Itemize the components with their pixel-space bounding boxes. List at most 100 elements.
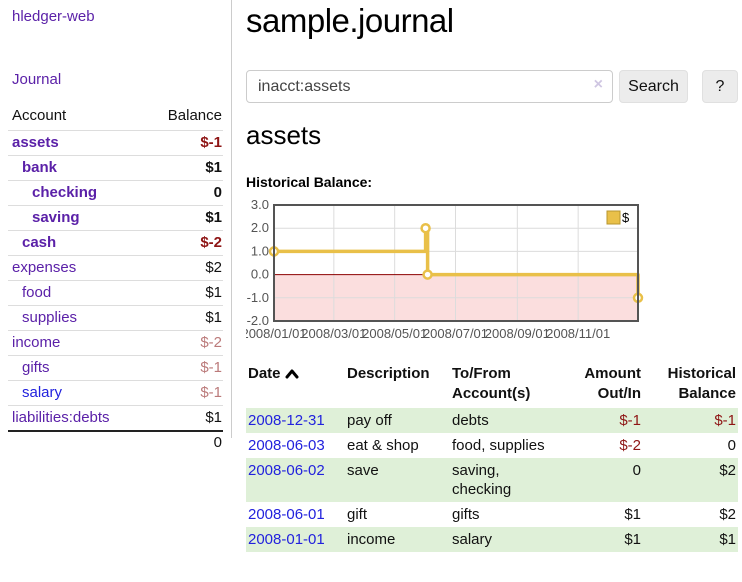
account-balance: $2 (205, 259, 222, 276)
transaction-accounts: salary (452, 531, 493, 548)
account-balance: $1 (205, 284, 222, 301)
brand-link[interactable]: hledger-web (12, 8, 95, 25)
account-link[interactable]: supplies (22, 309, 78, 326)
account-heading: assets (246, 120, 322, 150)
register-row: 2008-01-01 income salary $1 $1 (246, 527, 738, 552)
transaction-date-link[interactable]: 2008-06-02 (248, 462, 325, 479)
search-box: × (246, 70, 613, 103)
transaction-accounts: gifts (452, 506, 480, 523)
account-balance: $-1 (200, 134, 222, 151)
transaction-description: pay off (347, 412, 392, 429)
transaction-amount: $-1 (619, 412, 641, 429)
clear-search-icon[interactable]: × (593, 76, 603, 93)
svg-text:-2.0: -2.0 (247, 313, 269, 328)
svg-text:1.0: 1.0 (251, 243, 269, 258)
search-input[interactable] (246, 70, 613, 103)
svg-text:2008/03/01: 2008/03/01 (301, 326, 366, 341)
transaction-amount: $-2 (619, 437, 641, 454)
svg-text:2008/09/01: 2008/09/01 (485, 326, 550, 341)
account-link[interactable]: income (12, 334, 61, 351)
transaction-balance: 0 (727, 437, 736, 454)
register-header-date[interactable]: Date (246, 360, 345, 408)
account-link[interactable]: salary (22, 384, 63, 401)
transaction-description: income (347, 531, 396, 548)
account-link[interactable]: food (22, 284, 52, 301)
sort-asc-icon (285, 369, 299, 379)
transaction-date-link[interactable]: 2008-12-31 (248, 412, 325, 429)
account-balance: $1 (205, 309, 222, 326)
transaction-date-link[interactable]: 2008-01-01 (248, 531, 325, 548)
search-button[interactable]: Search (619, 70, 688, 103)
register-header-description: Description (347, 365, 430, 382)
svg-text:0.0: 0.0 (251, 267, 269, 282)
account-link[interactable]: checking (32, 184, 98, 201)
svg-text:2008/07/01: 2008/07/01 (423, 326, 488, 341)
svg-text:2.0: 2.0 (251, 220, 269, 235)
account-row-saving: saving $1 (8, 205, 223, 231)
register-header-historical-balance: Historical Balance (667, 365, 736, 402)
transaction-amount: $1 (624, 506, 641, 523)
svg-text:3.0: 3.0 (251, 198, 269, 212)
account-balance: $1 (205, 209, 222, 226)
sidebar-item-journal[interactable]: Journal (12, 71, 62, 88)
register-row: 2008-06-01 gift gifts $1 $2 (246, 502, 738, 527)
register-header-to-from-account-s-: To/From Account(s) (452, 365, 531, 402)
transaction-balance: $-1 (714, 412, 736, 429)
help-button[interactable]: ? (702, 70, 738, 103)
account-row-salary: salary $-1 (8, 380, 223, 406)
svg-text:2008/11/01: 2008/11/01 (546, 326, 610, 341)
register-table: Date Description To/From Account(s) Amount … (246, 360, 738, 552)
transaction-amount: $1 (624, 531, 641, 548)
accounts-total-row: 0 (8, 430, 223, 455)
transaction-description: eat & shop (347, 437, 419, 454)
transaction-accounts: saving, checking (452, 462, 512, 498)
transaction-balance: $2 (719, 506, 736, 523)
svg-text:2008/01/01: 2008/01/01 (246, 326, 307, 341)
accounts-header-balance: Balance (167, 107, 222, 124)
transaction-balance: $2 (719, 462, 736, 479)
transaction-amount: 0 (632, 462, 641, 479)
account-link[interactable]: cash (22, 234, 57, 251)
account-row-checking: checking 0 (8, 180, 223, 206)
account-balance: $1 (205, 159, 222, 176)
svg-text:-1.0: -1.0 (247, 290, 269, 305)
account-link[interactable]: bank (22, 159, 58, 176)
account-row-cash: cash $-2 (8, 230, 223, 256)
transaction-date-link[interactable]: 2008-06-03 (248, 437, 325, 454)
search-form: × Search ? (246, 70, 738, 103)
svg-text:2008/05/01: 2008/05/01 (362, 326, 427, 341)
account-link[interactable]: liabilities:debts (12, 409, 110, 426)
transaction-description: gift (347, 506, 368, 523)
svg-text:$: $ (622, 210, 630, 225)
transaction-accounts: debts (452, 412, 489, 429)
account-link[interactable]: gifts (22, 359, 50, 376)
account-balance: $1 (205, 409, 222, 426)
account-link[interactable]: saving (32, 209, 80, 226)
transaction-accounts: food, supplies (452, 437, 545, 454)
chart-canvas: $3.0 2.0 1.0 0.0 -1.0 -2.02008/01/012008/03/0… (241, 197, 644, 341)
historical-balance-chart: $3.0 2.0 1.0 0.0 -1.0 -2.0 2008/01/01 2008/03/0… (241, 197, 738, 350)
account-link[interactable]: assets (12, 134, 59, 151)
account-row-food: food $1 (8, 280, 223, 306)
transaction-description: save (347, 462, 379, 479)
account-balance: 0 (213, 184, 222, 201)
account-row-bank: bank $1 (8, 155, 223, 181)
transaction-date-link[interactable]: 2008-06-01 (248, 506, 325, 523)
accounts-table-header: Account Balance (8, 103, 223, 131)
account-row-expenses: expenses $2 (8, 255, 223, 281)
sidebar: hledger-web Journal Account Balance asse… (0, 0, 232, 455)
accounts-header-account: Account (12, 107, 67, 124)
chart-title: Historical Balance: (246, 174, 373, 190)
accounts-total-spacer (8, 430, 144, 455)
account-row-income: income $-2 (8, 330, 223, 356)
account-balance: $-2 (200, 334, 222, 351)
account-link[interactable]: expenses (12, 259, 77, 276)
accounts-table: Account Balance assets $-1 bank $1 checking 0… (8, 103, 223, 455)
register-row: 2008-06-03 eat & shop food, supplies $-2 0 (246, 433, 738, 458)
account-balance: $-1 (200, 384, 222, 401)
register-header-row: Date Description To/From Account(s) Amount … (246, 360, 738, 408)
account-balance: $-2 (200, 234, 222, 251)
account-balance: $-1 (200, 359, 222, 376)
account-row-gifts: gifts $-1 (8, 355, 223, 381)
